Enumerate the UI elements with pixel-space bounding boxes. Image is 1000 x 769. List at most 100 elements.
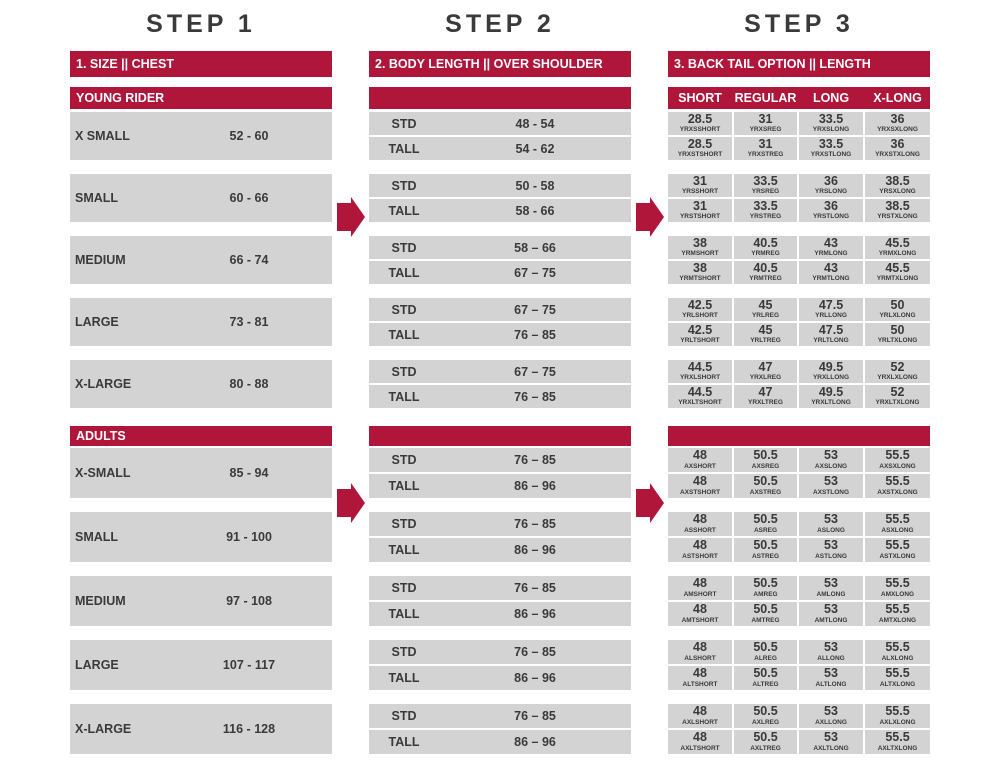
tail-length: 53 [824,538,838,552]
tail-code: AXLTSHORT [680,745,720,752]
chest-range: 107 - 117 [222,658,276,672]
fit-row [369,666,631,690]
tail-cell [668,576,732,600]
body-length: 76 – 85 [514,389,556,404]
size-block [70,360,332,408]
tail-code: YRSTREG [749,213,782,220]
tail-cell [865,236,930,259]
tail-code: AMTSHORT [681,617,719,624]
tail-length: 55.5 [885,512,910,526]
tail-length: 50.5 [753,474,778,488]
fit: TALL [388,203,420,218]
fit: TALL [388,389,420,404]
tail-cell [799,385,863,408]
body-length: 67 – 75 [514,364,556,379]
tail-code: AMSHORT [683,591,717,598]
fit-row [369,448,631,472]
size-block [70,236,332,284]
fit: STD [391,364,417,379]
tail-code: AXLSHORT [682,719,718,726]
section-header: 3. BACK TAIL OPTION || LENGTH [668,51,930,77]
fit: STD [391,517,417,531]
step-title: STEP 2 [445,10,555,38]
tail-code: ASREG [753,527,778,534]
chest-range: 80 - 88 [229,377,269,391]
tail-length: 48 [693,730,707,744]
tail-code: YRXSTLONG [810,151,852,158]
tail-length: 53 [824,666,838,680]
tail-cell [734,512,797,536]
tail-cell [865,640,930,664]
tail-code: YRMXLONG [878,250,917,257]
tail-length: 50.5 [753,730,778,744]
tail-length: 47 [758,385,773,399]
tail-code: YRXSREG [749,126,782,133]
body-length: 86 – 96 [514,671,556,685]
fit-row [369,730,631,754]
tail-cell [865,137,930,160]
body-length: 58 - 66 [515,203,555,218]
tail-code: ALXLONG [881,655,914,662]
tail-cell [865,298,930,321]
tail-code: YRSLONG [814,188,848,195]
fit-row [369,640,631,664]
tail-length: 50.5 [753,512,778,526]
tail-cell [734,360,797,383]
chest-range: 73 - 81 [229,315,269,329]
tail-length: 48 [693,448,707,462]
tail-cell [734,137,797,160]
group-bar [369,426,631,446]
tail-length: 50 [890,298,905,312]
arrow [636,197,664,237]
tail-code: ASTSHORT [682,553,718,560]
tail-length: 50.5 [753,538,778,552]
size-name: X-LARGE [75,377,132,391]
tail-cell [799,448,863,472]
tail-length: 53 [824,640,838,654]
tail-code: AXSTREG [749,489,782,496]
fit: STD [391,645,417,659]
tail-cell [734,666,797,690]
tail-cell [668,174,732,197]
arrow [636,483,664,523]
fit: STD [391,240,417,255]
tail-cell [668,236,732,259]
tail-length: 33.5 [753,199,778,213]
tail-length: 52 [890,385,905,399]
size-name: LARGE [75,658,119,672]
size-name: X-LARGE [75,722,132,736]
tail-cell [734,602,797,626]
tail-length: 55.5 [885,576,910,590]
body-length: 86 – 96 [514,543,556,557]
step-title: STEP 1 [146,10,256,38]
tail-cell [865,323,930,346]
tail-cell [668,448,732,472]
tail-length: 33.5 [818,137,844,151]
tail-code: YRXLSHORT [679,374,721,381]
tail-cell [734,640,797,664]
tail-cell [734,261,797,284]
tail-cell [734,112,797,135]
tail-code: YRXLTLONG [811,399,851,406]
arrow [337,197,365,237]
tail-length: 28.5 [687,137,713,151]
tail-code: ASTXLONG [879,553,916,560]
tail-code: AMTREG [751,617,780,624]
fit-row [369,199,631,222]
tail-cell [865,199,930,222]
tail-cell [799,236,863,259]
body-length: 76 – 85 [514,517,556,531]
tail-code: YRMREG [751,250,780,257]
tail-code: AXLREG [751,719,780,726]
tail-length: 49.5 [818,360,844,374]
tail-length: 50 [890,323,905,337]
group-title: YOUNG RIDER [70,87,332,109]
fit: TALL [388,607,420,621]
tail-code: YRXSTSHORT [677,151,723,158]
tail-code: YRXLTREG [748,399,783,406]
body-length: 58 – 66 [514,240,556,255]
tail-code: ASXLONG [881,527,914,534]
tail-length: 36 [890,137,905,151]
tail-cell [668,298,732,321]
tail-cell [865,576,930,600]
